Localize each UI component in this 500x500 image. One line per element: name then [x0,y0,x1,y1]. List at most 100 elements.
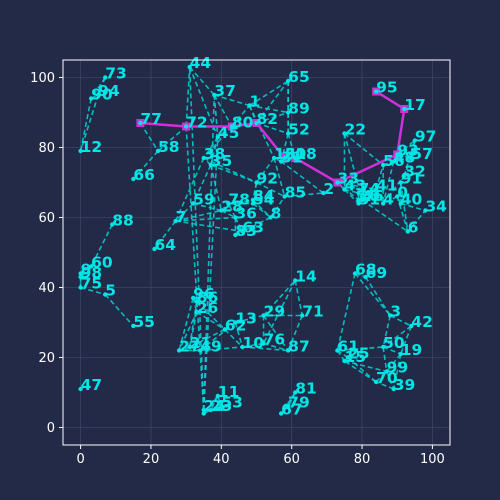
graph-edge [224,328,243,348]
node-label: 18 [295,145,317,163]
graph-edge [344,360,387,373]
node-label: 9 [81,261,92,279]
graph-edge [375,381,395,390]
graph-edge [400,202,426,212]
graph-node [110,222,115,227]
graph-edge [255,157,275,183]
graph-node [409,155,414,161]
node-label: 26 [197,299,219,317]
graph-node [208,407,213,413]
graph-edge [382,161,395,204]
graph-edge [234,217,244,232]
node-label: 10 [242,334,264,352]
node-label: 58 [158,138,180,156]
node-label: 89 [288,100,310,118]
graph-edge [188,66,205,411]
graph-node [409,323,414,329]
graph-node [402,106,407,112]
graph-edge [256,111,289,124]
graph-node [342,187,347,192]
graph-edge [210,395,219,411]
graph-node [285,78,291,84]
graph-node [359,197,365,203]
graph-node [268,215,273,220]
graph-edge [242,216,271,233]
node-label: 73 [105,65,127,83]
graph-edge [235,314,264,324]
node-label: 88 [112,212,134,230]
graph-edge [375,164,384,190]
graph-edge [79,98,92,152]
graph-edge [396,196,409,232]
graph-node [391,159,396,164]
node-label: 92 [257,170,279,188]
graph-node [387,313,393,318]
graph-edge [90,77,106,99]
node-label: 24 [204,397,226,415]
node-label: 32 [404,163,426,181]
node-label: 85 [285,184,307,202]
graph-node [131,323,136,329]
graph-edge [407,209,426,233]
graph-node [208,162,213,168]
node-label: 33 [337,170,359,188]
graph-node [78,285,83,290]
graph-node [285,131,291,136]
graph-node [215,393,220,399]
graph-edge [375,370,388,383]
graph-edge [97,77,106,96]
graph-edge [132,150,159,180]
graph-node [278,411,284,416]
graph-node [380,201,386,206]
graph-node [278,159,284,164]
graph-edge [382,195,398,205]
graph-node [201,407,206,413]
node-label: 22 [344,121,366,139]
graph-edge [214,94,250,107]
graph-edge [213,94,233,127]
graph-edge [209,136,219,166]
graph-node [282,155,287,161]
node-label: 90 [91,86,113,104]
graph-edge [336,273,356,351]
graph-edge [178,297,194,351]
graph-edge [175,202,194,222]
graph-edge [227,203,237,218]
graph-node [363,274,368,280]
node-label: 66 [133,166,155,184]
y-tick-label: 80 [38,141,55,156]
graph-node [103,292,108,297]
graph-node [282,194,287,199]
x-tick-label: 60 [283,452,300,467]
graph-node [222,327,228,332]
graph-edge [354,272,391,317]
node-label: 95 [376,79,398,97]
graph-node [212,92,217,98]
x-tick-label: 0 [76,452,84,467]
node-label: 4 [383,191,394,209]
graph-edge [287,315,303,351]
node-label: 80 [232,114,254,132]
graph-edge [188,311,198,348]
node-label: 60 [91,254,113,272]
graph-node [402,173,407,178]
node-label: 5 [105,282,116,300]
graph-node [254,120,259,126]
node-label: 23 [211,397,233,415]
node-label: 16 [274,145,296,163]
graph-edge [344,360,377,383]
graph-edge [385,371,395,390]
graph-edge [256,122,289,135]
y-tick-label: 60 [38,211,55,226]
graph-node [201,411,206,416]
graph-node [373,89,379,94]
graph-edge [174,157,205,222]
graph-edge [139,122,159,152]
graph-node [342,131,347,136]
graph-node [373,379,379,385]
node-label: 35 [211,152,233,170]
graph-node [233,320,238,325]
node-label: 81 [295,380,317,398]
